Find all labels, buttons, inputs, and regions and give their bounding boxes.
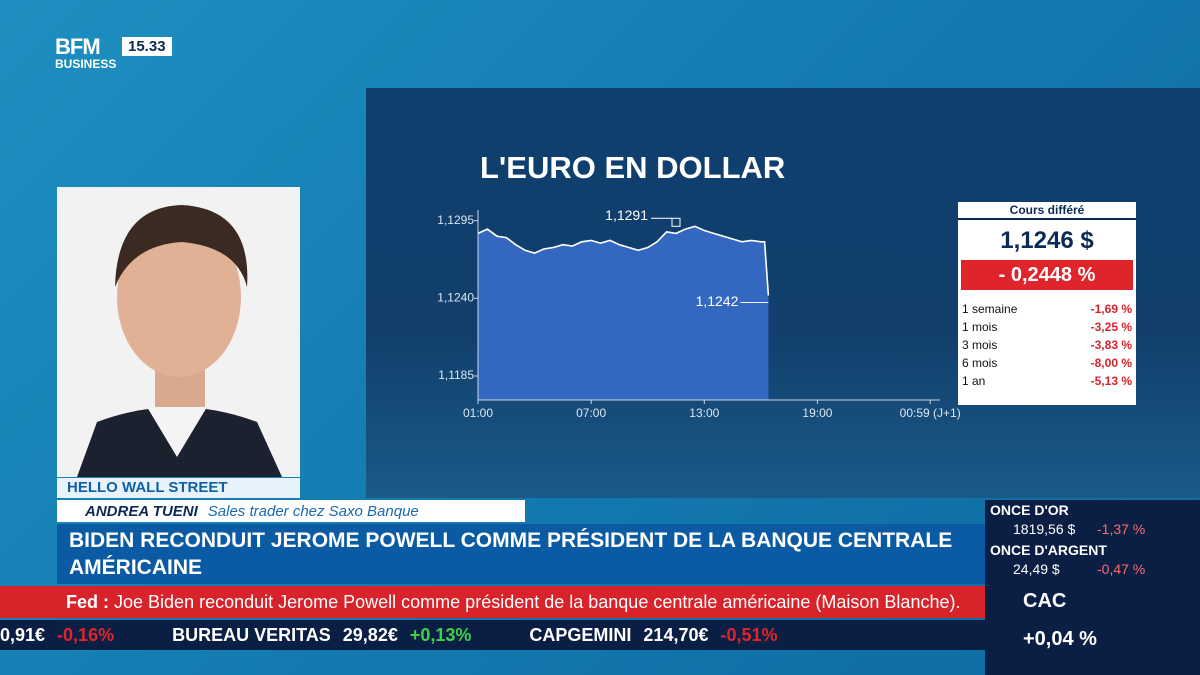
market-price: 24,49 $ xyxy=(1013,561,1060,577)
portrait xyxy=(77,205,282,477)
stock-change: +0,13% xyxy=(409,625,472,645)
guest-name: ANDREA TUENI xyxy=(85,502,198,520)
logo: BFM BUSINESS xyxy=(55,34,117,71)
period: 1 mois xyxy=(962,320,998,334)
index-name: CAC xyxy=(1023,590,1067,612)
markets-panel: ONCE D'OR 1819,56 $ -1,37 % ONCE D'ARGENT 24… xyxy=(985,500,1200,675)
quote-row: 1 an -5,13 % xyxy=(958,372,1136,390)
news-bar: Fed : Joe Biden reconduit Jerome Powell … xyxy=(0,586,985,618)
guest-photo xyxy=(57,187,300,477)
period: 1 semaine xyxy=(962,302,1018,316)
quote-row: 3 mois -3,83 % xyxy=(958,336,1136,354)
market-name: ONCE D'OR xyxy=(990,502,1069,518)
change: -1,69 % xyxy=(1090,302,1132,316)
market-name: ONCE D'ARGENT xyxy=(990,542,1107,558)
clock: 15.33 xyxy=(122,37,172,56)
quote-row: 6 mois -8,00 % xyxy=(958,354,1136,372)
stock-price: 29,82€ xyxy=(342,625,398,645)
quote-header: Cours différé xyxy=(958,202,1136,220)
market-price: 1819,56 $ xyxy=(1013,521,1076,537)
quote-price: 1,1246 $ xyxy=(1000,227,1094,254)
logo-brand: BFM xyxy=(55,34,101,59)
quote-row: 1 mois -3,25 % xyxy=(958,318,1136,336)
stock-price: 214,70€ xyxy=(643,625,709,645)
stock-change: -0,16% xyxy=(57,625,115,645)
change: -3,25 % xyxy=(1090,320,1132,334)
news-text: Joe Biden reconduit Jerome Powell comme … xyxy=(114,592,961,612)
show-label: HELLO WALL STREET xyxy=(57,478,300,498)
quote-change: - 0,2448 % xyxy=(961,260,1133,290)
quote-box: Cours différé 1,1246 $ - 0,2448 % 1 sema… xyxy=(958,202,1136,405)
market-change: -1,37 % xyxy=(1097,521,1146,537)
stock-name: BUREAU VERITAS xyxy=(172,625,331,645)
guest-bar: ANDREA TUENI Sales trader chez Saxo Banq… xyxy=(57,500,525,522)
quote-table: 1 semaine -1,69 % 1 mois -3,25 % 3 mois -3,83… xyxy=(958,300,1136,390)
headline: BIDEN RECONDUIT JEROME POWELL COMME PRÉS… xyxy=(57,524,985,584)
period: 3 mois xyxy=(962,338,998,352)
change: -5,13 % xyxy=(1090,374,1132,388)
stock-price: 0,91€ xyxy=(0,625,46,645)
guest-role: Sales trader chez Saxo Banque xyxy=(207,502,419,520)
logo-sub: BUSINESS xyxy=(55,57,117,71)
change: -3,83 % xyxy=(1090,338,1132,352)
change: -8,00 % xyxy=(1090,356,1132,370)
market-change: -0,47 % xyxy=(1097,561,1146,577)
period: 6 mois xyxy=(962,356,998,370)
stock-change: -0,51% xyxy=(720,625,778,645)
news-tag: Fed : xyxy=(66,592,109,612)
stock-name: CAPGEMINI xyxy=(529,625,632,645)
index-change: +0,04 % xyxy=(1023,628,1097,650)
period: 1 an xyxy=(962,374,986,388)
stock-ticker: 0,91€ -0,16% BUREAU VERITAS 29,82€ +0,13% CAP… xyxy=(0,620,985,650)
quote-row: 1 semaine -1,69 % xyxy=(958,300,1136,318)
